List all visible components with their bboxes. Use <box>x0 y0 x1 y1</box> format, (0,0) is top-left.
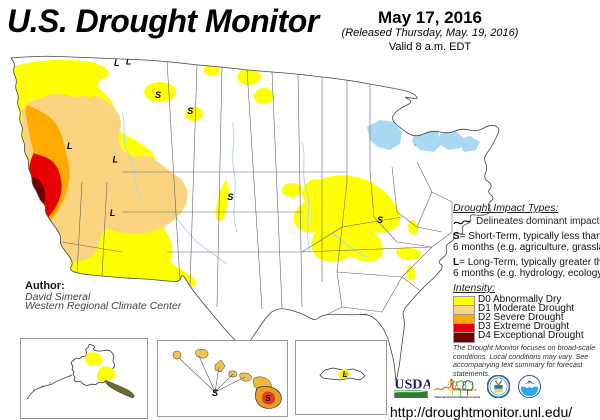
svg-text:L: L <box>110 208 116 218</box>
svg-text:L: L <box>343 370 348 379</box>
svg-text:L: L <box>126 57 132 67</box>
svg-text:S: S <box>212 388 218 398</box>
svg-text:L: L <box>114 58 120 68</box>
svg-text:S: S <box>265 394 271 403</box>
svg-text:L: L <box>67 141 73 151</box>
svg-text:S: S <box>187 106 193 116</box>
svg-text:S: S <box>155 90 161 100</box>
svg-text:S: S <box>227 192 233 202</box>
svg-text:National Drought Mitigation Ce: National Drought Mitigation Center <box>435 395 480 398</box>
svg-text:NOAA: NOAA <box>526 382 533 385</box>
svg-text:L: L <box>112 155 118 165</box>
